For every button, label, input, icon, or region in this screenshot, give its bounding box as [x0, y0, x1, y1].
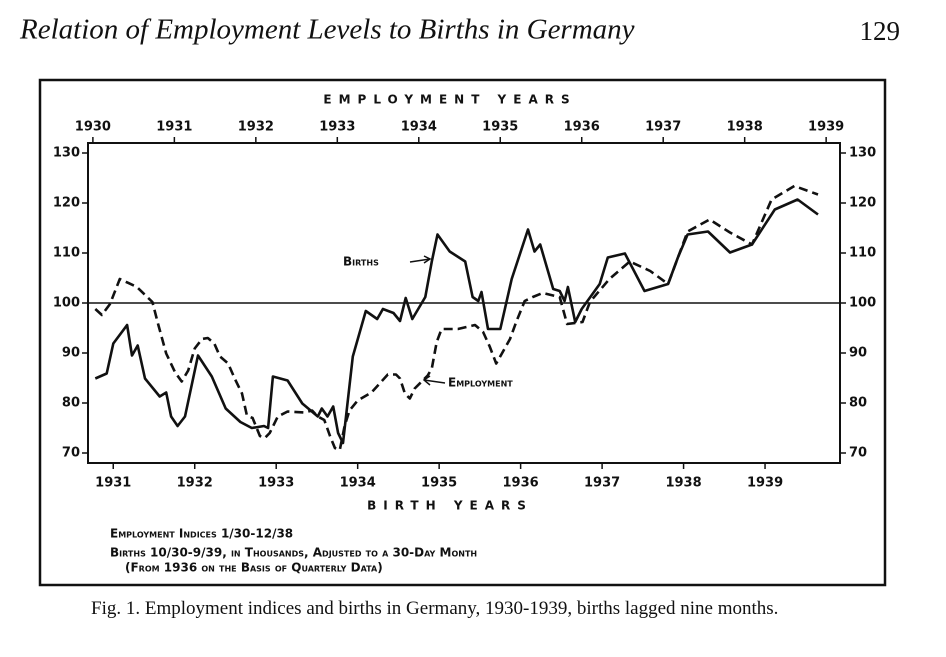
- y-tick-label: 70: [62, 446, 80, 461]
- note: Births 10/30-9/39, in Thousands, Adjuste…: [110, 546, 477, 560]
- x2-tick-label: 1937: [584, 476, 620, 491]
- x2-tick-label: 1938: [665, 476, 701, 491]
- y-tick-label: 110: [53, 246, 80, 261]
- x-tick-label: 1935: [482, 120, 518, 135]
- x-tick-label: 1933: [319, 120, 355, 135]
- y2-tick-label: 130: [849, 146, 876, 161]
- page-header: Relation of Employment Levels to Births …: [19, 14, 635, 46]
- top-axis-label: EMPLOYMENT YEARS: [323, 93, 576, 107]
- annotation-arrow: [423, 379, 446, 384]
- annotation-arrow: [423, 255, 432, 264]
- x-tick-label: 1930: [75, 120, 111, 135]
- x-tick-label: 1938: [727, 120, 763, 135]
- y-tick-label: 90: [62, 346, 80, 361]
- x-tick-label: 1931: [156, 120, 192, 135]
- bottom-axis-label: BIRTH YEARS: [367, 499, 533, 513]
- x-tick-label: 1936: [564, 120, 600, 135]
- x2-tick-label: 1934: [340, 476, 376, 491]
- y-tick-label: 80: [62, 396, 80, 411]
- x2-tick-label: 1936: [503, 476, 539, 491]
- note: (From 1936 on the Basis of Quarterly Dat…: [125, 561, 383, 575]
- x2-tick-label: 1935: [421, 476, 457, 491]
- y2-tick-label: 120: [849, 196, 876, 211]
- series-line: [94, 198, 819, 445]
- y2-tick-label: 110: [849, 246, 876, 261]
- y2-tick-label: 80: [849, 396, 867, 411]
- caption: Fig. 1. Employment indices and births in…: [91, 598, 779, 619]
- x2-tick-label: 1939: [747, 476, 783, 491]
- y2-tick-label: 90: [849, 346, 867, 361]
- y2-tick-label: 100: [849, 296, 876, 311]
- page-number: 129: [860, 16, 901, 46]
- y2-tick-label: 70: [849, 446, 867, 461]
- x2-tick-label: 1931: [95, 476, 131, 491]
- x2-tick-label: 1933: [258, 476, 294, 491]
- frame: [38, 78, 887, 587]
- series-line: [94, 184, 819, 452]
- series-label: Births: [343, 255, 379, 269]
- series-label: Employment: [448, 376, 513, 390]
- x2-tick-label: 1932: [177, 476, 213, 491]
- note: Employment Indices 1/30-12/38: [110, 527, 293, 541]
- chart: Relation of Employment Levels to Births …: [19, 14, 901, 587]
- x-tick-label: 1934: [401, 120, 437, 135]
- annotation-arrow: [409, 258, 431, 263]
- annotation-arrow: [422, 375, 431, 386]
- y-tick-label: 120: [53, 196, 80, 211]
- x-tick-label: 1937: [645, 120, 681, 135]
- y-tick-label: 100: [53, 296, 80, 311]
- x-tick-label: 1939: [808, 120, 844, 135]
- y-tick-label: 130: [53, 146, 80, 161]
- x-tick-label: 1932: [238, 120, 274, 135]
